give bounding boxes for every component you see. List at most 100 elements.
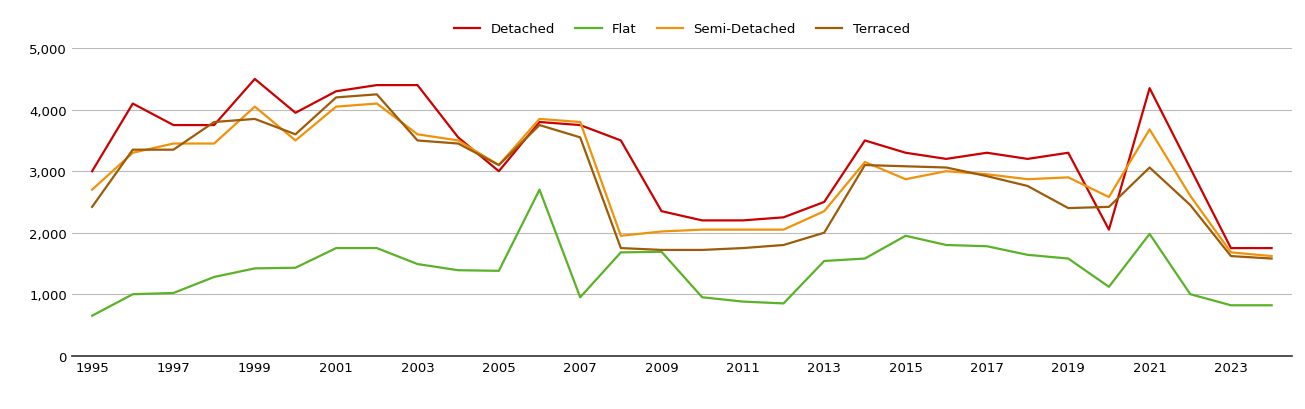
Terraced xyxy=(206,120,222,125)
Flat xyxy=(166,291,181,296)
Detached xyxy=(573,124,589,128)
Flat xyxy=(1263,303,1279,308)
Line: Terraced: Terraced xyxy=(93,95,1271,259)
Terraced xyxy=(775,243,791,248)
Terraced xyxy=(531,124,547,128)
Semi-Detached xyxy=(857,160,873,165)
Terraced xyxy=(654,248,669,253)
Flat xyxy=(247,266,262,271)
Terraced xyxy=(898,164,913,169)
Terraced xyxy=(817,231,833,236)
Terraced xyxy=(85,205,100,210)
Detached xyxy=(857,139,873,144)
Detached xyxy=(85,169,100,174)
Semi-Detached xyxy=(613,234,629,239)
Flat xyxy=(979,244,994,249)
Flat xyxy=(1101,285,1117,290)
Semi-Detached xyxy=(979,173,994,178)
Semi-Detached xyxy=(573,120,589,125)
Detached xyxy=(694,218,710,223)
Flat xyxy=(85,313,100,318)
Flat xyxy=(857,256,873,261)
Terraced xyxy=(1101,205,1117,210)
Flat xyxy=(938,243,954,248)
Semi-Detached xyxy=(1263,254,1279,259)
Line: Semi-Detached: Semi-Detached xyxy=(93,104,1271,256)
Terraced xyxy=(573,136,589,141)
Flat xyxy=(450,268,466,273)
Detached xyxy=(166,124,181,128)
Flat xyxy=(898,234,913,239)
Detached xyxy=(735,218,750,223)
Terraced xyxy=(1263,256,1279,261)
Line: Detached: Detached xyxy=(93,80,1271,248)
Flat xyxy=(531,188,547,193)
Flat xyxy=(410,262,425,267)
Detached xyxy=(247,77,262,82)
Semi-Detached xyxy=(775,227,791,232)
Flat xyxy=(329,246,345,251)
Flat xyxy=(654,249,669,254)
Detached xyxy=(938,157,954,162)
Semi-Detached xyxy=(369,102,385,107)
Terraced xyxy=(735,246,750,251)
Semi-Detached xyxy=(817,209,833,214)
Flat xyxy=(1223,303,1238,308)
Terraced xyxy=(938,166,954,171)
Terraced xyxy=(450,142,466,146)
Detached xyxy=(775,215,791,220)
Terraced xyxy=(491,163,506,168)
Terraced xyxy=(1142,166,1158,171)
Flat xyxy=(1182,292,1198,297)
Line: Flat: Flat xyxy=(93,190,1271,316)
Detached xyxy=(491,169,506,174)
Detached xyxy=(817,200,833,205)
Detached xyxy=(1263,246,1279,251)
Flat xyxy=(694,295,710,300)
Detached xyxy=(329,90,345,94)
Terraced xyxy=(329,96,345,101)
Detached xyxy=(1019,157,1035,162)
Terraced xyxy=(166,148,181,153)
Flat xyxy=(735,299,750,304)
Semi-Detached xyxy=(1019,178,1035,182)
Semi-Detached xyxy=(694,227,710,232)
Detached xyxy=(531,120,547,125)
Semi-Detached xyxy=(1182,194,1198,199)
Detached xyxy=(613,139,629,144)
Flat xyxy=(1142,232,1158,237)
Detached xyxy=(410,83,425,88)
Flat xyxy=(817,259,833,264)
Flat xyxy=(613,250,629,255)
Terraced xyxy=(1061,206,1077,211)
Semi-Detached xyxy=(898,178,913,182)
Semi-Detached xyxy=(1223,250,1238,255)
Semi-Detached xyxy=(287,139,303,144)
Terraced xyxy=(1223,254,1238,259)
Semi-Detached xyxy=(1101,195,1117,200)
Terraced xyxy=(979,174,994,179)
Semi-Detached xyxy=(735,227,750,232)
Terraced xyxy=(369,92,385,97)
Semi-Detached xyxy=(450,139,466,144)
Semi-Detached xyxy=(654,229,669,234)
Detached xyxy=(898,151,913,156)
Terraced xyxy=(125,148,141,153)
Semi-Detached xyxy=(410,133,425,137)
Terraced xyxy=(287,133,303,137)
Terraced xyxy=(247,117,262,122)
Flat xyxy=(287,266,303,271)
Legend: Detached, Flat, Semi-Detached, Terraced: Detached, Flat, Semi-Detached, Terraced xyxy=(454,23,910,36)
Semi-Detached xyxy=(85,188,100,193)
Detached xyxy=(1142,86,1158,91)
Terraced xyxy=(613,246,629,251)
Flat xyxy=(573,295,589,300)
Semi-Detached xyxy=(206,142,222,146)
Detached xyxy=(206,124,222,128)
Terraced xyxy=(1182,203,1198,208)
Semi-Detached xyxy=(125,151,141,156)
Flat xyxy=(125,292,141,297)
Semi-Detached xyxy=(1142,128,1158,133)
Detached xyxy=(1223,246,1238,251)
Semi-Detached xyxy=(491,163,506,168)
